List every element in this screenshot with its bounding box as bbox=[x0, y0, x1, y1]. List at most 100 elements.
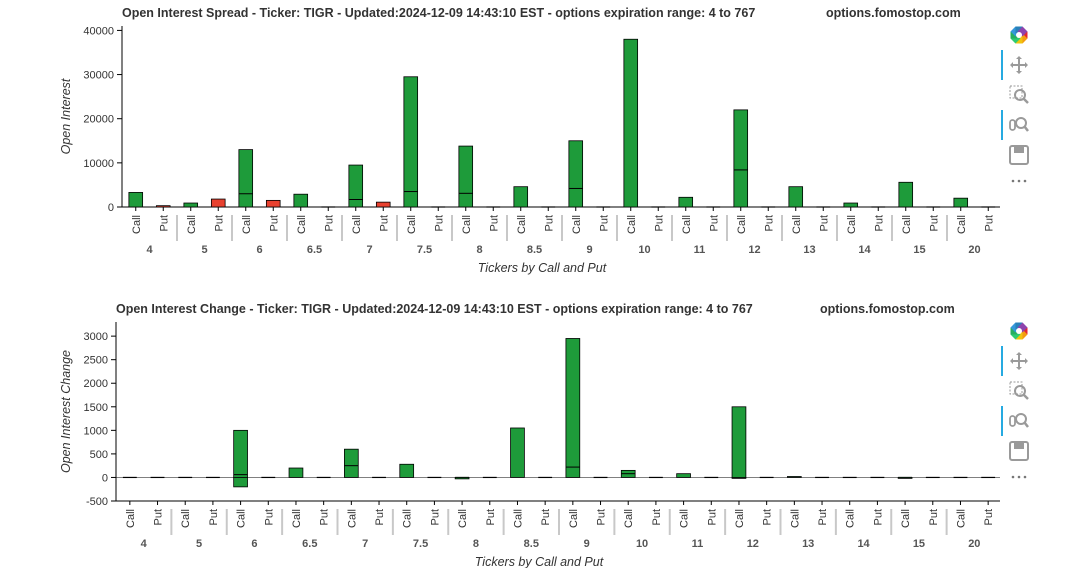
y-tick-label: 0 bbox=[102, 472, 108, 484]
x-sub-label: Call bbox=[789, 509, 801, 528]
x-sub-label: Call bbox=[846, 215, 858, 234]
bar-put-7 bbox=[375, 201, 391, 208]
bar-call-11 bbox=[676, 473, 691, 478]
x-sub-label: Call bbox=[679, 509, 691, 528]
x-sub-label: Put bbox=[706, 509, 718, 526]
x-sub-label: Put bbox=[598, 215, 610, 232]
tool-wheel-zoom[interactable] bbox=[1001, 406, 1033, 436]
bar-call-6.5 bbox=[288, 467, 304, 478]
y-tick-label: -500 bbox=[86, 496, 108, 508]
x-axis-label: Tickers by Call and Put bbox=[478, 261, 607, 275]
tool-pan[interactable] bbox=[1001, 346, 1033, 376]
active-tool-indicator bbox=[1001, 110, 1003, 140]
chart-site-spread: options.fomostop.com bbox=[826, 6, 961, 20]
x-sub-label: Put bbox=[208, 509, 220, 526]
bar-call-6 bbox=[233, 429, 248, 478]
bar-put-6 bbox=[265, 199, 281, 208]
x-sub-label: Put bbox=[323, 215, 335, 232]
x-sub-label: Call bbox=[512, 509, 524, 528]
y-axis-label: Open Interest bbox=[59, 78, 73, 154]
tool-save[interactable] bbox=[1005, 438, 1033, 464]
x-sub-label: Put bbox=[378, 215, 390, 232]
x-group-label: 10 bbox=[636, 538, 648, 550]
bar-call-9 bbox=[565, 338, 581, 478]
box-zoom-icon bbox=[1009, 381, 1029, 400]
bar-call-8.5 bbox=[513, 186, 529, 208]
x-sub-label: Put bbox=[651, 509, 663, 526]
y-tick-label: 0 bbox=[108, 202, 114, 214]
bar-call-9 bbox=[568, 140, 584, 208]
x-sub-label: Put bbox=[488, 215, 500, 232]
x-group-label: 7 bbox=[366, 244, 372, 256]
tool-bokeh-logo[interactable] bbox=[1005, 22, 1033, 48]
box-zoom-icon bbox=[1009, 85, 1029, 104]
active-tool-indicator bbox=[1001, 406, 1003, 436]
bar-negative-8 bbox=[454, 477, 470, 480]
x-group-label: 9 bbox=[586, 244, 592, 256]
x-sub-label: Put bbox=[983, 215, 995, 232]
bar-call-12 bbox=[733, 109, 749, 208]
x-sub-label: Put bbox=[433, 215, 445, 232]
x-sub-label: Call bbox=[461, 215, 473, 234]
x-sub-label: Call bbox=[186, 215, 198, 234]
x-sub-label: Put bbox=[928, 215, 940, 232]
x-sub-label: Put bbox=[596, 509, 608, 526]
y-tick-label: 3000 bbox=[84, 331, 108, 343]
bar-call-20 bbox=[953, 197, 969, 208]
tool-box-zoom[interactable] bbox=[1005, 82, 1033, 108]
x-group-label: 14 bbox=[857, 538, 870, 550]
tool-box-zoom[interactable] bbox=[1005, 378, 1033, 404]
x-group-label: 10 bbox=[638, 244, 650, 256]
y-tick-label: 40000 bbox=[83, 25, 114, 37]
active-tool-indicator bbox=[1001, 50, 1003, 80]
x-sub-label: Put bbox=[158, 215, 170, 232]
x-group-label: 9 bbox=[584, 538, 590, 550]
x-group-label: 7.5 bbox=[413, 538, 428, 550]
tool-bokeh-logo[interactable] bbox=[1005, 318, 1033, 344]
x-sub-label: Call bbox=[236, 509, 248, 528]
bar-call-7 bbox=[348, 164, 364, 208]
bar-call-7.5 bbox=[403, 76, 419, 208]
bar-call-15 bbox=[898, 181, 914, 208]
x-sub-label: Put bbox=[485, 509, 497, 526]
wheel-zoom-icon bbox=[1009, 117, 1029, 132]
x-group-label: 14 bbox=[858, 244, 871, 256]
more-icon bbox=[1011, 179, 1027, 183]
pan-icon bbox=[1010, 56, 1028, 74]
x-group-label: 20 bbox=[968, 538, 980, 550]
bar-call-14 bbox=[843, 202, 859, 208]
x-group-label: 11 bbox=[694, 244, 706, 256]
x-group-label: 6.5 bbox=[307, 244, 322, 256]
bokeh-logo-icon bbox=[1010, 322, 1028, 340]
x-sub-label: Put bbox=[429, 509, 441, 526]
x-sub-label: Call bbox=[291, 509, 303, 528]
bar-call-13 bbox=[788, 186, 804, 208]
x-sub-label: Call bbox=[626, 215, 638, 234]
tool-save[interactable] bbox=[1005, 142, 1033, 168]
x-group-label: 6 bbox=[251, 538, 257, 550]
x-group-label: 6 bbox=[256, 244, 262, 256]
tool-more[interactable] bbox=[1005, 168, 1033, 194]
x-sub-label: Call bbox=[734, 509, 746, 528]
x-sub-label: Call bbox=[296, 215, 308, 234]
x-sub-label: Put bbox=[762, 509, 774, 526]
x-sub-label: Put bbox=[763, 215, 775, 232]
tool-more[interactable] bbox=[1005, 464, 1033, 490]
x-sub-label: Call bbox=[791, 215, 803, 234]
bar-call-12 bbox=[731, 406, 747, 478]
save-icon bbox=[1009, 441, 1029, 461]
x-sub-label: Put bbox=[319, 509, 331, 526]
x-group-label: 15 bbox=[913, 538, 925, 550]
wheel-zoom-icon bbox=[1009, 413, 1029, 428]
x-sub-label: Call bbox=[241, 215, 253, 234]
x-group-label: 12 bbox=[747, 538, 759, 550]
x-sub-label: Put bbox=[983, 509, 995, 526]
x-sub-label: Call bbox=[568, 509, 580, 528]
bar-call-8 bbox=[458, 145, 474, 208]
y-tick-label: 2500 bbox=[84, 355, 108, 367]
tool-pan[interactable] bbox=[1001, 50, 1033, 80]
x-sub-label: Call bbox=[406, 215, 418, 234]
bar-call-13 bbox=[787, 476, 802, 478]
x-group-label: 11 bbox=[692, 538, 704, 550]
tool-wheel-zoom[interactable] bbox=[1001, 110, 1033, 140]
